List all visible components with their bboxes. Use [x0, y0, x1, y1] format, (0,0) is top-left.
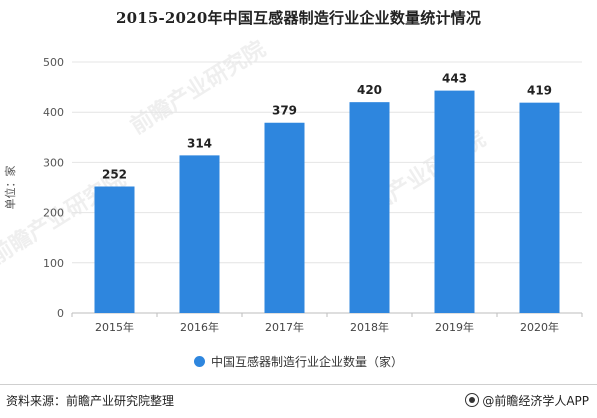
- brand-logo-icon: [465, 393, 480, 407]
- y-tick-label: 500: [43, 56, 64, 69]
- bar: [349, 102, 390, 313]
- x-tick-label: 2017年: [265, 320, 304, 334]
- brand-label: @前瞻经济学人APP: [482, 394, 589, 408]
- x-tick-label: 2020年: [520, 320, 559, 334]
- footer-divider: [0, 384, 597, 385]
- bar: [264, 122, 305, 313]
- data-label: 420: [357, 83, 382, 97]
- y-tick-label: 400: [43, 106, 64, 119]
- bar-chart: 0 100 200 300 400 500 单位：家 252 2015年 314 2016年 379 2…: [3, 56, 583, 334]
- x-tick-label: 2019年: [435, 320, 474, 334]
- legend-marker: [193, 356, 205, 367]
- data-label: 314: [187, 136, 212, 150]
- source-note: 资料来源：前瞻产业研究院整理: [6, 394, 175, 408]
- y-tick-label: 0: [57, 307, 64, 320]
- y-tick-label: 300: [43, 156, 64, 169]
- x-tick-label: 2015年: [95, 320, 134, 334]
- legend-label: 中国互感器制造行业企业数量（家）: [210, 355, 403, 369]
- chart-title: 2015-2020年中国互感器制造行业企业数量统计情况: [115, 9, 482, 27]
- y-tick-label: 100: [43, 257, 64, 270]
- brand-credit: @前瞻经济学人APP: [465, 392, 589, 409]
- x-tick-label: 2018年: [350, 320, 389, 334]
- x-tick-label: 2016年: [180, 320, 219, 334]
- y-tick-label: 200: [43, 207, 64, 220]
- bar: [434, 90, 475, 313]
- data-label: 419: [527, 84, 552, 98]
- bar: [179, 155, 220, 313]
- data-label: 379: [272, 104, 297, 118]
- data-label: 252: [102, 167, 127, 181]
- data-label: 443: [442, 72, 467, 86]
- bar: [94, 186, 135, 313]
- legend: 中国互感器制造行业企业数量（家）: [0, 353, 597, 370]
- y-axis-label: 单位：家: [3, 166, 17, 210]
- bar: [519, 102, 560, 313]
